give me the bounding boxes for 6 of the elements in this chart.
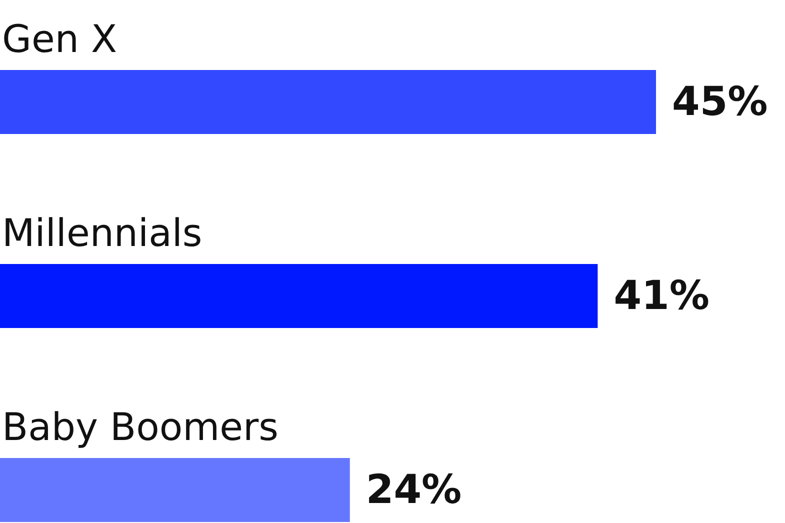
- y-tick-label: Gen X: [2, 17, 118, 61]
- data-label: 45%: [672, 79, 768, 125]
- y-tick-label: Millennials: [2, 211, 202, 255]
- data-label: 24%: [366, 467, 462, 513]
- data-label: 41%: [614, 273, 710, 319]
- y-tick-label: Baby Boomers: [2, 405, 278, 449]
